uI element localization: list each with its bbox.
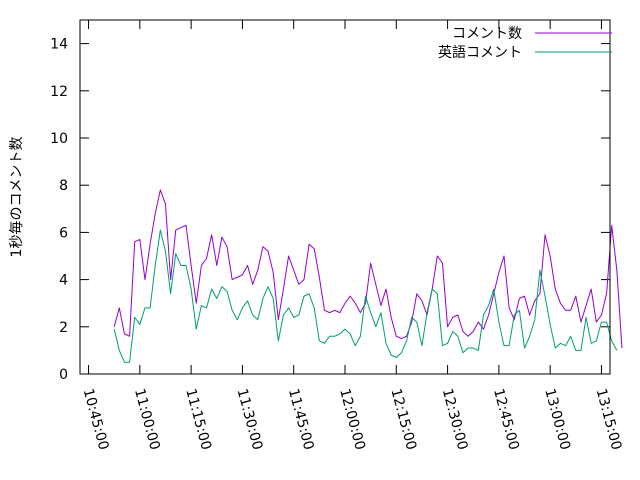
y-tick-label: 0: [59, 367, 68, 383]
y-tick-label: 8: [59, 178, 68, 194]
y-axis-label: 1秒毎のコメント数: [9, 137, 25, 258]
series-lines: [113, 189, 623, 363]
y-tick-label: 10: [50, 131, 68, 147]
series-line-2: [113, 229, 618, 363]
y-tick-label: 4: [59, 273, 68, 289]
y-axis-ticks: 0 2 4 6 8 10 12 14: [50, 37, 610, 383]
legend-label: コメント数: [452, 26, 522, 42]
y-tick-label: 12: [50, 84, 68, 100]
plot-frame: [79, 19, 611, 375]
y-tick-label: 6: [59, 225, 68, 241]
legend-label: 英語コメント: [438, 44, 522, 61]
y-tick-label: 14: [50, 37, 68, 53]
y-tick-label: 2: [59, 320, 68, 336]
